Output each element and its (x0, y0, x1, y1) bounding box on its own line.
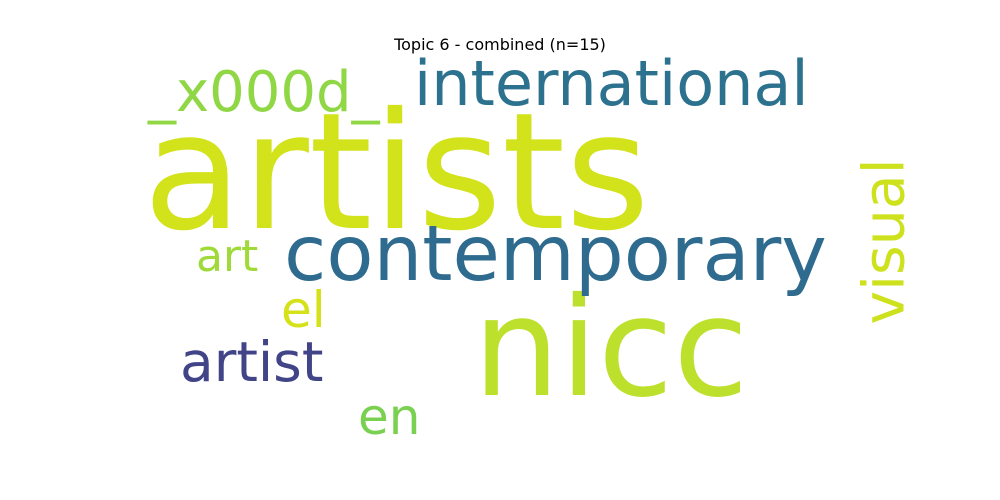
figure-title: Topic 6 - combined (n=15) (394, 35, 606, 54)
word-el: el (281, 281, 326, 339)
word-x000d: _x000d_ (148, 60, 380, 125)
word-visual: visual (851, 158, 918, 325)
word-contemporary: contemporary (284, 210, 827, 299)
word-nicc: nicc (473, 269, 749, 428)
word-art: art (196, 231, 259, 282)
word-artist: artist (180, 330, 324, 394)
word-international: international (414, 47, 809, 120)
word-en: en (358, 388, 421, 446)
word-artists: artists (143, 79, 650, 267)
